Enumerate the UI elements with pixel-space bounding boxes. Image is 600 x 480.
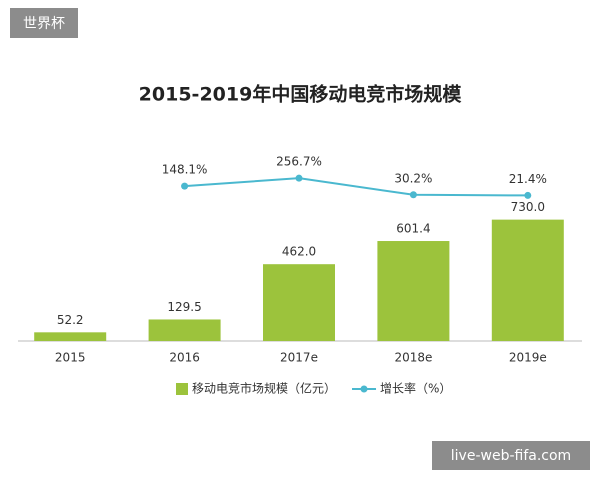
chart-title: 2015-2019年中国移动电竞市场规模 xyxy=(139,83,463,106)
line-point xyxy=(409,191,417,199)
line-point xyxy=(295,174,303,182)
legend-swatch xyxy=(360,385,368,393)
line-point xyxy=(524,191,532,199)
data-label: 21.4% xyxy=(509,172,547,186)
line xyxy=(184,177,528,197)
data-label: 730.0 xyxy=(511,200,545,214)
data-label: 256.7% xyxy=(276,155,322,169)
bar xyxy=(148,319,221,341)
x-tick-label: 2017e xyxy=(280,351,318,365)
line-point xyxy=(181,182,189,190)
data-label: 30.2% xyxy=(394,171,432,185)
bar xyxy=(34,332,107,341)
bar xyxy=(263,264,335,341)
x-tick-label: 2018e xyxy=(394,351,432,365)
x-tick-label: 2015 xyxy=(55,351,86,365)
watermark: live-web-fifa.com xyxy=(451,448,571,464)
data-label: 129.5 xyxy=(167,300,201,314)
legend-label: 增长率（%） xyxy=(380,381,451,396)
legend-swatch xyxy=(176,383,188,395)
watermark-box xyxy=(432,441,590,470)
data-label: 601.4 xyxy=(396,222,430,236)
bar xyxy=(377,241,450,341)
watermark: 世界杯 xyxy=(23,16,65,32)
x-tick-label: 2019e xyxy=(509,351,547,365)
data-label: 462.0 xyxy=(282,245,316,259)
watermark-box xyxy=(10,8,78,38)
x-tick-label: 2016 xyxy=(169,351,200,365)
bar xyxy=(491,219,564,341)
data-label: 148.1% xyxy=(162,163,208,177)
data-label: 52.2 xyxy=(57,313,84,327)
legend-label: 移动电竞市场规模（亿元） xyxy=(192,381,336,396)
